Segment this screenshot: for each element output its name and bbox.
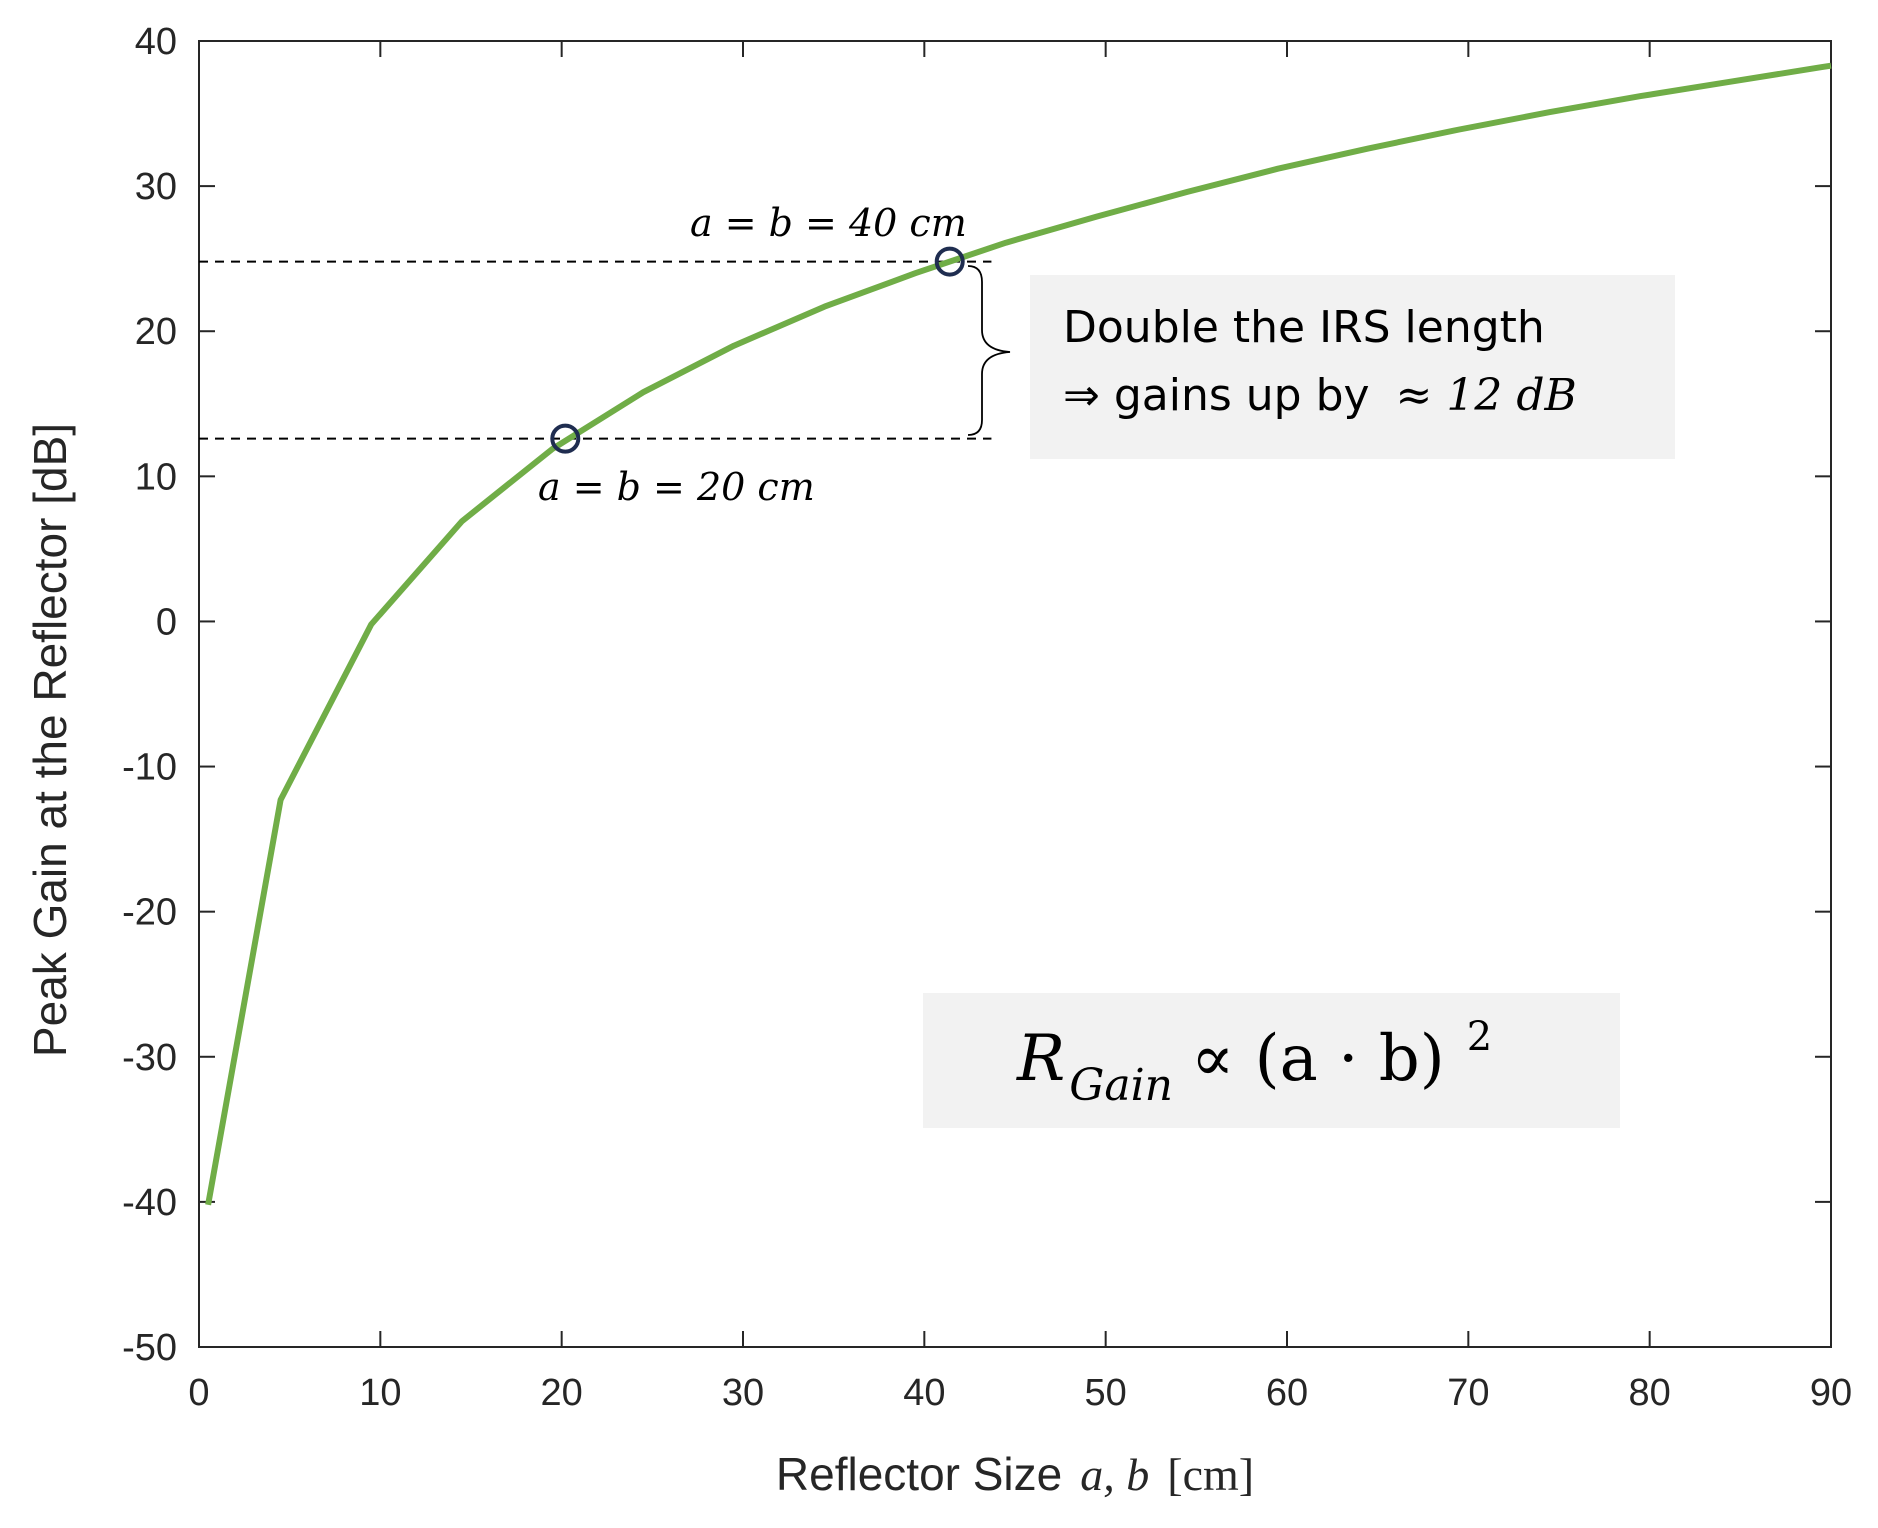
y-tick-label: -20 bbox=[122, 892, 177, 934]
x-axis-title-text: Reflector Size bbox=[776, 1448, 1062, 1500]
ticks-layer: 0 10 20 30 40 50 60 70 80 90 40 30 20 10 0 -10 -20 -30 -40… bbox=[122, 21, 1852, 1414]
x-tick-label: 60 bbox=[1266, 1372, 1308, 1414]
annotation-box-doubling bbox=[1030, 275, 1675, 459]
formula-box bbox=[923, 993, 1620, 1128]
x-tick-label: 50 bbox=[1085, 1372, 1127, 1414]
brace-bracket bbox=[967, 265, 1011, 436]
highlight-marker-1 bbox=[934, 246, 965, 277]
x-tick-label: 40 bbox=[903, 1372, 945, 1414]
annotation-line-2-math: ≈ 12 dB bbox=[1396, 370, 1577, 421]
x-axis-title-math: a, b bbox=[1080, 1449, 1149, 1500]
y-tick-label: 30 bbox=[135, 166, 177, 208]
highlight-marker-0 bbox=[550, 423, 581, 454]
x-tick-label: 80 bbox=[1629, 1372, 1671, 1414]
y-tick-label: 10 bbox=[135, 456, 177, 498]
series-line-0 bbox=[205, 62, 1832, 1206]
markers-layer bbox=[550, 246, 965, 454]
y-tick-label: 0 bbox=[156, 601, 177, 643]
x-tick-label: 70 bbox=[1447, 1372, 1489, 1414]
x-tick-label: 20 bbox=[541, 1372, 583, 1414]
x-tick-label: 30 bbox=[722, 1372, 764, 1414]
marker-label-40cm: a = b = 40 cm bbox=[690, 201, 967, 245]
y-tick-label: 40 bbox=[135, 21, 177, 63]
annotation-line-2-prefix: ⇒ gains up by bbox=[1063, 370, 1370, 421]
y-tick-label: -40 bbox=[122, 1182, 177, 1224]
guides-layer bbox=[199, 260, 992, 440]
x-tick-label: 90 bbox=[1810, 1372, 1852, 1414]
plot-area bbox=[198, 40, 1832, 1348]
formula-proportional: ∝ (a · b) bbox=[1191, 1022, 1445, 1096]
y-tick-label: -10 bbox=[122, 747, 177, 789]
y-tick-label: 20 bbox=[135, 311, 177, 353]
formula-superscript: 2 bbox=[1467, 1014, 1492, 1060]
x-axis-title: Reflector Size a, b [cm] bbox=[776, 1448, 1254, 1500]
y-axis-title: Peak Gain at the Reflector [dB] bbox=[24, 423, 76, 1057]
annotation-line-2: ⇒ gains up by ≈ 12 dB bbox=[1063, 370, 1577, 421]
formula-r: R bbox=[1016, 1022, 1065, 1096]
x-tick-label: 10 bbox=[359, 1372, 401, 1414]
formula-subscript: Gain bbox=[1069, 1060, 1173, 1111]
formula: R Gain ∝ (a · b) 2 bbox=[1016, 1014, 1492, 1111]
x-axis-title-unit: [cm] bbox=[1167, 1449, 1254, 1500]
y-tick-label: -30 bbox=[122, 1037, 177, 1079]
series-layer bbox=[205, 62, 1832, 1206]
marker-label-20cm: a = b = 20 cm bbox=[538, 465, 815, 509]
annotation-line-1: Double the IRS length bbox=[1063, 302, 1545, 353]
y-tick-label: -50 bbox=[122, 1327, 177, 1369]
x-tick-label: 0 bbox=[188, 1372, 209, 1414]
